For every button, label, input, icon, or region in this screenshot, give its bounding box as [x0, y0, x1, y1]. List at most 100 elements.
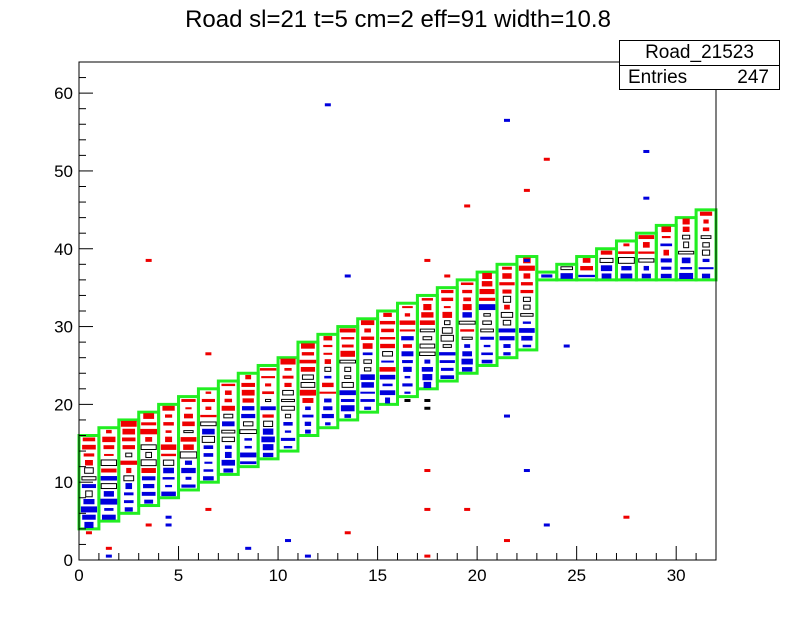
road-hit-box — [340, 350, 356, 357]
road-hit-box — [324, 366, 332, 372]
road-hit-box — [300, 382, 316, 388]
road-hit-box — [701, 249, 711, 256]
road-hit-box — [325, 422, 331, 426]
x-tick-label: 20 — [468, 566, 487, 585]
road-hit-box — [621, 266, 632, 271]
road-hit-box — [200, 414, 217, 418]
road-hit-box — [182, 421, 195, 427]
road-cell — [177, 395, 200, 492]
road-hit-box — [242, 421, 254, 427]
road-hit-box — [340, 398, 355, 402]
road-hit-box — [442, 344, 452, 348]
road-hit-box — [284, 413, 292, 419]
road-hit-box — [84, 459, 93, 466]
road-hit-box — [641, 273, 651, 279]
road-hit-box — [502, 295, 512, 303]
road-hit-box — [263, 420, 274, 427]
road-hit-box — [660, 273, 672, 279]
hit-marker — [105, 554, 112, 558]
road-hit-box — [404, 375, 411, 379]
road-hit-box — [404, 313, 411, 317]
road-cell — [157, 402, 181, 500]
road-hit-box — [224, 390, 232, 395]
road-hit-box — [341, 344, 354, 348]
hit-marker — [623, 515, 630, 519]
road-hit-box — [702, 242, 710, 248]
road-hit-box — [202, 428, 215, 435]
road-hit-box — [499, 282, 515, 286]
road-hit-box — [679, 272, 694, 280]
road-hit-box — [221, 429, 236, 434]
road-hit-box — [224, 398, 233, 403]
road-hit-box — [203, 476, 214, 481]
road-hit-box — [125, 483, 133, 490]
hit-marker — [563, 344, 570, 348]
road-hit-box — [165, 430, 172, 433]
road-hit-box — [163, 422, 174, 426]
road-hit-box — [399, 320, 416, 325]
road-hit-box — [165, 484, 173, 488]
road-hit-box — [100, 459, 118, 467]
road-hit-box — [478, 304, 496, 311]
road-hit-box — [523, 304, 531, 310]
hit-marker — [245, 546, 252, 550]
road-hit-box — [302, 414, 314, 418]
road-hit-box — [204, 461, 213, 464]
y-tick-label: 40 — [54, 240, 73, 259]
stats-entries-row: Entries 247 — [620, 66, 779, 90]
hit-marker — [105, 546, 112, 550]
road-hit-box — [582, 258, 591, 263]
road-hit-box — [424, 359, 431, 364]
road-hit-box — [439, 360, 455, 363]
road-hit-box — [283, 445, 293, 449]
road-hit-box — [203, 453, 214, 457]
road-hit-box — [100, 476, 118, 481]
road-hit-box — [161, 453, 177, 457]
road-hit-box — [165, 436, 173, 443]
road-hit-box — [419, 328, 435, 333]
x-tick-label: 30 — [667, 566, 686, 585]
road-hit-box — [421, 367, 433, 372]
hit-marker — [205, 352, 212, 356]
road-hit-box — [460, 282, 474, 286]
hit-marker — [404, 398, 411, 402]
hit-marker — [344, 531, 351, 535]
road-hit-box — [442, 311, 453, 318]
road-hit-box — [698, 267, 714, 270]
road-hit-box — [299, 389, 317, 396]
road-hit-box — [364, 406, 372, 410]
road-hit-box — [682, 234, 691, 240]
road-hit-box — [140, 444, 157, 451]
road-hit-box — [126, 467, 132, 474]
road-hit-box — [244, 445, 252, 449]
road-hit-box — [362, 343, 373, 349]
road-hit-box — [262, 414, 274, 418]
road-hit-box — [205, 391, 212, 394]
road-hit-box — [421, 312, 434, 318]
chart-title: Road sl=21 t=5 cm=2 eff=91 width=10.8 — [185, 6, 611, 33]
road-hit-box — [502, 319, 512, 326]
road-hit-box — [203, 469, 214, 472]
road-hit-box — [181, 467, 196, 474]
hit-marker — [503, 539, 510, 543]
road-hit-box — [284, 430, 292, 433]
road-hit-box — [462, 351, 473, 357]
road-hit-box — [160, 444, 177, 450]
road-hit-box — [283, 422, 293, 426]
road-hit-box — [362, 352, 373, 356]
road-hit-box — [179, 451, 198, 459]
road-hit-box — [700, 235, 712, 239]
road-cell — [196, 387, 220, 484]
road-hit-box — [703, 219, 709, 224]
road-hit-box — [284, 367, 292, 371]
road-hit-box — [363, 367, 372, 372]
road-hit-box — [221, 459, 236, 466]
y-tick-label: 30 — [54, 318, 73, 337]
road-hit-box — [163, 467, 174, 474]
road-hit-box — [324, 398, 332, 403]
hit-marker — [424, 554, 431, 558]
hit-marker — [344, 274, 351, 278]
road-hit-box — [241, 389, 255, 396]
hit-marker — [543, 523, 550, 527]
road-hit-box — [402, 306, 413, 309]
